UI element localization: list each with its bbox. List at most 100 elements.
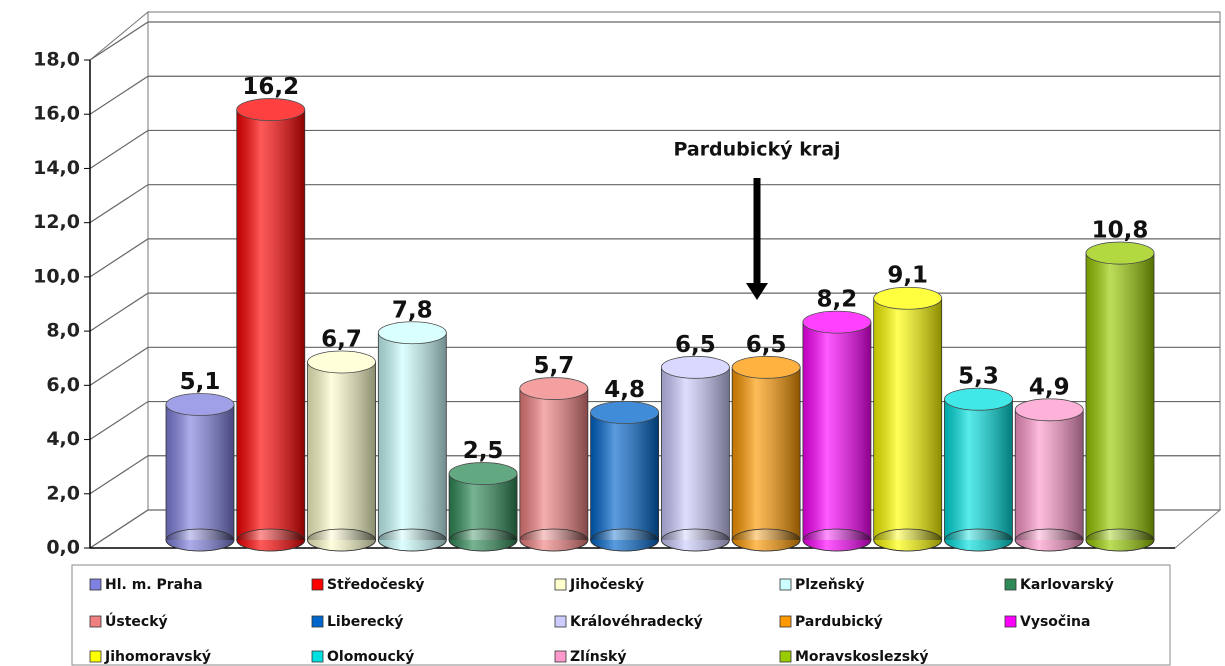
bar-shade: [661, 367, 730, 540]
annotation: Pardubický kraj: [673, 139, 840, 161]
cylinder-bottom-shade: [873, 528, 943, 552]
cylinder-top-light: [378, 321, 447, 344]
cylinder-bottom-shade: [802, 528, 872, 552]
cylinder: [448, 462, 518, 552]
y-tick-label: 4,0: [46, 428, 80, 450]
cylinder: [236, 98, 306, 552]
cylinder: [307, 350, 376, 552]
legend-swatch: [779, 578, 792, 591]
value-label: 5,1: [180, 369, 221, 395]
cylinder-bottom-shade: [1014, 528, 1084, 552]
bar-shade: [802, 322, 871, 540]
side-wall: [89, 10, 149, 549]
bar-shade: [944, 399, 1013, 540]
cylinder: [802, 310, 872, 552]
legend-swatch: [89, 615, 102, 628]
cylinder-bottom-shade: [165, 528, 235, 552]
cylinder-top: [1085, 241, 1155, 265]
legend-swatch: [554, 615, 567, 628]
value-label: 6,5: [675, 332, 716, 358]
cylinder-top: [377, 321, 447, 345]
cylinder-bottom-shade: [307, 528, 376, 552]
cylinder: [1014, 398, 1084, 552]
cylinder-top-light: [519, 377, 588, 400]
legend-swatch: [1004, 578, 1017, 591]
cylinder: [944, 387, 1013, 552]
cylinder-top: [519, 377, 589, 400]
value-label: 7,8: [392, 297, 433, 323]
cylinder: [660, 355, 730, 552]
legend-swatch: [311, 578, 324, 591]
bar-shade: [236, 109, 305, 541]
legend-swatch: [311, 615, 324, 628]
y-tick-label: 6,0: [46, 374, 80, 396]
cylinder-bottom-shade: [236, 528, 306, 552]
legend-swatch: [554, 578, 567, 591]
y-tick-label: 10,0: [33, 265, 80, 287]
legend-label: Plzeňský: [795, 577, 864, 593]
grid-line: [89, 238, 1220, 278]
legend-label: Pardubický: [795, 614, 883, 630]
cylinder-bottom-shade: [660, 528, 730, 552]
cylinder-top: [236, 98, 306, 121]
grid-line: [89, 184, 1220, 224]
y-tick-label: 12,0: [33, 211, 80, 233]
cylinder: [519, 377, 589, 552]
bar-shade: [519, 388, 588, 540]
legend-label: Ústecký: [105, 612, 168, 630]
y-tick-label: 16,0: [33, 103, 80, 125]
legend-label: Jihočeský: [569, 577, 644, 593]
y-tick-label: 18,0: [33, 49, 80, 71]
cylinder-top: [165, 393, 235, 416]
legend-box: [71, 564, 1171, 666]
legend-label: Jihomoravský: [104, 649, 211, 665]
bar-shade: [1086, 253, 1154, 540]
cylinder-bottom-shade: [519, 528, 589, 552]
cylinder-top-light: [661, 356, 730, 379]
cylinder-top-light: [590, 401, 659, 424]
cylinder: [165, 393, 235, 552]
legend-swatch: [779, 615, 792, 628]
grid-line: [89, 75, 1220, 115]
cylinder-top: [944, 387, 1013, 411]
bar-shade: [1015, 409, 1084, 540]
bar-shade: [166, 404, 234, 540]
legend-swatch: [554, 650, 567, 663]
legend-label: Hl. m. Praha: [105, 577, 203, 593]
legend-swatch: [89, 578, 102, 591]
bar-shade: [873, 298, 942, 540]
y-tick-label: 0,0: [46, 537, 80, 559]
cylinder: [873, 286, 943, 552]
value-label: 5,7: [533, 353, 574, 379]
cylinder-top: [873, 286, 943, 310]
cylinder-top: [1014, 398, 1084, 422]
legend-label: Vysočina: [1020, 614, 1090, 630]
legend-swatch: [1004, 615, 1017, 628]
value-label: 10,8: [1092, 218, 1149, 244]
cylinder-top-light: [802, 311, 871, 334]
cylinder-top: [590, 401, 660, 424]
cylinder-top-light: [1086, 242, 1154, 265]
cylinder: [731, 355, 801, 552]
cylinder-top-light: [236, 98, 305, 121]
cylinder-top-light: [449, 462, 518, 485]
cylinder-top: [307, 350, 376, 374]
cylinder: [1085, 241, 1155, 552]
cylinder-top-light: [944, 388, 1013, 411]
cylinder-bottom-shade: [1085, 528, 1155, 552]
cylinder-top-light: [873, 287, 942, 310]
cylinder-top: [731, 355, 801, 379]
legend-swatch: [89, 650, 102, 663]
plot: 0,0 2,0 4,0 6,0 8,0 10,0 12,0 14,0 16,0 18,0 5,1 16…: [33, 10, 1222, 559]
cylinder-bottom-shade: [731, 528, 801, 552]
value-label: 6,7: [321, 326, 362, 352]
legend-label: Zlínský: [570, 649, 627, 665]
cylinder-top-light: [307, 350, 376, 373]
cylinder-top-light: [732, 356, 801, 379]
cylinder-top-light: [1015, 398, 1084, 421]
legend-swatch: [311, 650, 324, 663]
bar-shade: [307, 361, 376, 540]
legend-label: Liberecký: [327, 614, 403, 630]
legend-label: Karlovarský: [1020, 577, 1114, 593]
